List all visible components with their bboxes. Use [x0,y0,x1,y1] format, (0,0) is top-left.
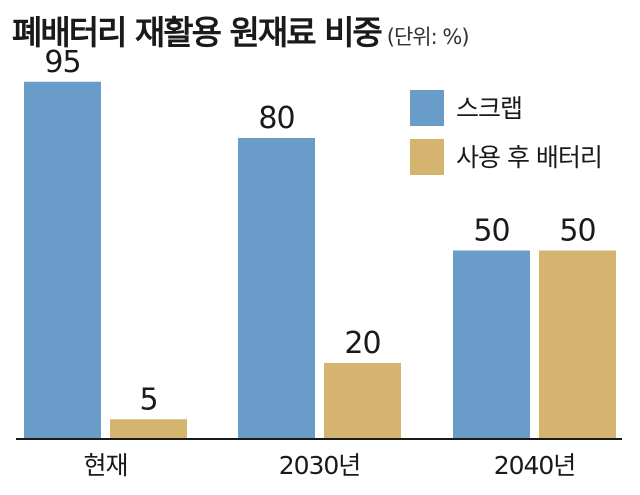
value-label-scrap-0: 95 [44,45,80,80]
category-label-2: 2040년 [494,451,576,480]
chart-unit-note: (단위: %) [386,25,470,49]
bar-scrap-2 [453,250,530,438]
bar-scrap-1 [238,138,315,438]
value-label-used-battery-2: 50 [559,214,595,249]
value-label-scrap-1: 80 [258,101,294,136]
legend-label-scrap: 스크랩 [456,94,522,123]
value-label-group: 95 5 80 20 50 50 [44,45,596,418]
bar-scrap-0 [24,81,101,438]
value-label-scrap-2: 50 [473,214,509,249]
bar-group [24,81,616,438]
bar-used-battery-1 [324,363,401,438]
legend-swatch-used-battery [410,139,444,175]
legend-label-used-battery: 사용 후 배터리 [456,143,602,172]
bar-used-battery-0 [110,419,187,438]
chart-title-row: 폐배터리 재활용 원재료 비중 (단위: %) [12,6,470,54]
value-label-used-battery-1: 20 [344,326,380,361]
bar-used-battery-2 [539,250,616,438]
legend-swatch-scrap [410,90,444,126]
category-label-group: 현재 2030년 2040년 [83,451,576,480]
category-label-1: 2030년 [279,451,361,480]
value-label-used-battery-0: 5 [139,382,157,417]
category-label-0: 현재 [83,451,127,480]
chart-title: 폐배터리 재활용 원재료 비중 [12,13,383,52]
